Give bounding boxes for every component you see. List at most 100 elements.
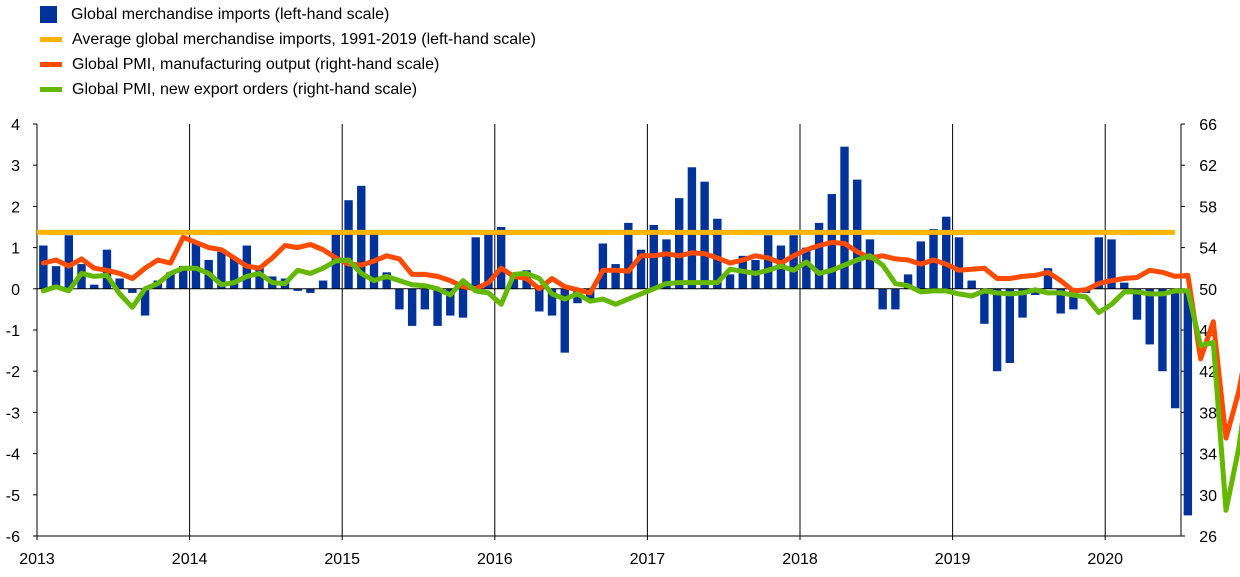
import-bar [636,249,646,289]
left-tick-label: -3 [6,405,20,422]
legend-label-pmi-export: Global PMI, new export orders (right-han… [72,80,418,98]
import-bar [179,266,188,289]
import-bar [1158,288,1167,372]
import-bar [1056,288,1065,314]
import-bar [611,264,620,289]
import-bar [814,222,824,289]
import-bar [90,284,99,289]
left-tick-label: 2 [11,199,20,216]
x-tick-label: 2020 [1087,551,1123,568]
import-bar [560,288,569,353]
import-bar [115,278,124,289]
import-bar [1018,288,1027,318]
import-bar [942,216,951,289]
left-tick-label: 0 [11,282,20,299]
import-bar [344,200,353,289]
import-bar [471,237,480,289]
right-tick-label: 66 [1199,117,1217,134]
import-bar [992,288,1002,372]
import-bar [598,243,608,289]
import-bar [865,239,875,289]
x-tick-label: 2013 [19,551,55,568]
import-bar [1043,268,1053,289]
import-bar [891,288,900,310]
right-tick-label: 34 [1199,447,1217,464]
import-bar [535,288,544,312]
pmi-output-line [40,234,1240,441]
import-bar [1145,288,1154,345]
right-tick-label: 58 [1199,199,1217,216]
import-bar [433,288,442,326]
import-bar [509,276,519,289]
import-bar [802,247,811,289]
import-bar [1094,237,1104,289]
import-bar [217,251,226,289]
left-tick-label: 4 [11,117,20,134]
import-bar [458,288,468,318]
import-bar [1170,288,1180,409]
left-tick-label: -6 [6,529,20,546]
import-bar [39,245,48,289]
legend-label-imports: Global merchandise imports (left-hand sc… [71,5,390,23]
legend-swatch-pmi-output [40,62,62,67]
import-bar [1107,239,1116,289]
import-bar [662,239,671,289]
right-tick-label: 38 [1199,405,1217,422]
pmi-export-orders-line [40,253,1240,513]
import-bar [687,167,697,289]
right-tick-label: 54 [1199,241,1217,258]
legend-item-pmi-output: Global PMI, manufacturing output (right-… [40,52,536,77]
import-bar [954,237,964,289]
legend-swatch-pmi-export [40,87,62,92]
import-bar [446,288,455,316]
import-bar [1120,282,1129,289]
import-bar [764,235,773,289]
import-bar [51,266,61,289]
import-bar [1005,288,1015,363]
import-bar [878,288,887,310]
left-tick-label: -5 [6,488,20,505]
right-tick-label: 50 [1199,282,1217,299]
import-bar [166,272,175,289]
x-tick-label: 2016 [477,551,513,568]
x-tick-label: 2018 [782,551,818,568]
import-bar [903,274,913,289]
import-bar [725,274,735,289]
right-tick-label: 26 [1199,529,1217,546]
legend-swatch-imports [40,6,57,23]
x-tick-label: 2015 [324,551,360,568]
import-bar [624,222,633,289]
import-bar [840,146,849,289]
legend-label-average: Average global merchandise imports, 1991… [72,30,536,48]
left-tick-label: -4 [6,447,20,464]
import-bar [980,288,989,324]
import-bar [395,288,404,310]
right-tick-label: 30 [1199,488,1217,505]
left-tick-label: 1 [11,241,20,258]
import-bar [382,272,391,289]
import-bar [255,266,264,289]
right-tick-label: 42 [1199,364,1217,381]
import-bar [64,235,73,289]
import-bar [128,288,137,293]
legend-swatch-average [40,37,62,42]
import-bar [407,288,417,326]
legend-item-average: Average global merchandise imports, 1991… [40,27,536,52]
left-tick-label: -1 [6,323,20,340]
import-bar [484,233,493,289]
import-bar [229,257,239,289]
import-bar [967,280,976,289]
right-tick-label: 62 [1199,158,1217,175]
x-tick-label: 2019 [935,551,971,568]
import-bar [293,288,302,291]
import-bar [700,181,709,289]
import-bar [1183,288,1193,516]
import-bar [1069,288,1078,310]
import-bar [306,288,315,293]
import-bar [496,227,506,289]
x-tick-label: 2014 [172,551,208,568]
import-bar [357,185,366,289]
import-bar [1132,288,1142,320]
import-bar [547,288,557,316]
